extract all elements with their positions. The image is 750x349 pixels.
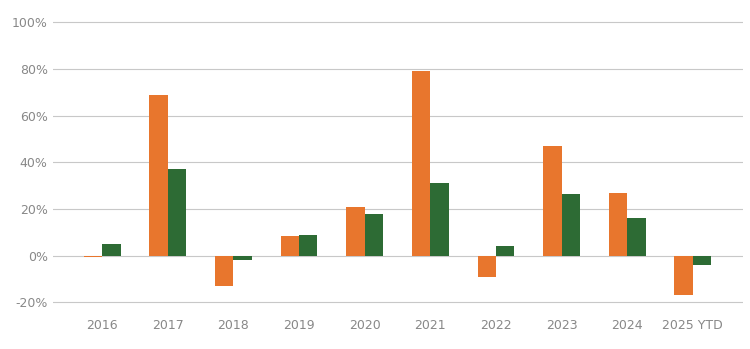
Bar <box>674 256 693 295</box>
Bar <box>84 256 102 257</box>
Bar <box>280 236 299 256</box>
Bar <box>299 235 317 256</box>
Bar <box>102 244 121 256</box>
Bar <box>562 194 580 256</box>
Bar <box>430 183 448 256</box>
Bar <box>364 214 383 256</box>
Bar <box>543 146 562 256</box>
Bar <box>627 218 646 256</box>
Bar <box>693 256 711 265</box>
Bar <box>149 95 168 256</box>
Bar <box>478 256 496 277</box>
Bar <box>496 246 514 256</box>
Bar <box>233 256 252 260</box>
Bar <box>168 169 186 256</box>
Bar <box>215 256 233 286</box>
Bar <box>609 193 627 256</box>
Bar <box>346 207 364 256</box>
Bar <box>412 71 430 256</box>
